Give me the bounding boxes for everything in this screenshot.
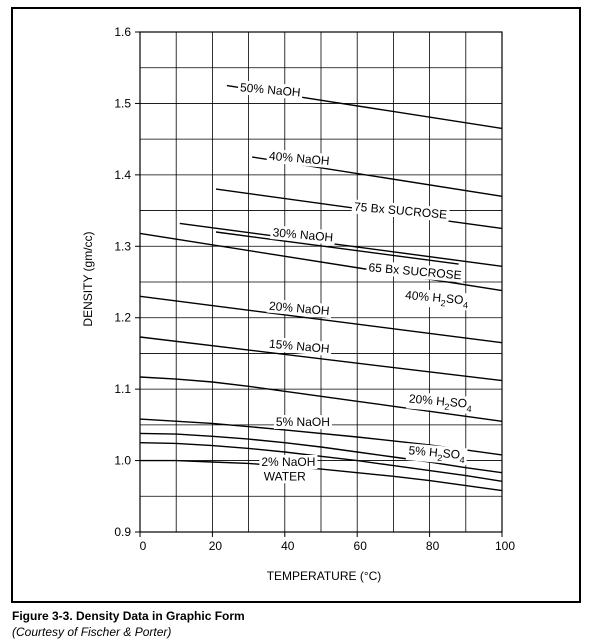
curve-label-backing bbox=[405, 443, 468, 466]
y-tick-label: 1.5 bbox=[114, 96, 131, 110]
curve-label-backing bbox=[402, 287, 471, 311]
curve-label-20-naoh: 20% NaOH bbox=[266, 298, 333, 319]
curve-label-text: 20% NaOH bbox=[268, 299, 330, 318]
curve-label-text: 65 Bx SUCROSE bbox=[368, 260, 462, 282]
curve-label-backing bbox=[273, 415, 332, 429]
curve-label-5-h2so4: 5% H2SO4 bbox=[405, 443, 468, 466]
curve-label-40-naoh: 40% NaOH bbox=[266, 148, 333, 169]
series-line-30-naoh bbox=[179, 222, 503, 267]
figure-caption-title: Figure 3-3. Density Data in Graphic Form bbox=[12, 609, 245, 623]
curve-label-50-naoh: 50% NaOH bbox=[237, 80, 304, 100]
curve-label-text: 15% NaOH bbox=[268, 337, 330, 356]
curve-label-40-h2so4: 40% H2SO4 bbox=[402, 287, 471, 311]
x-tick-label: 0 bbox=[140, 539, 147, 553]
x-tick-label: 80 bbox=[426, 539, 440, 553]
figure-frame bbox=[11, 7, 581, 603]
curve-label-backing bbox=[406, 391, 475, 415]
curve-label-backing bbox=[266, 298, 333, 319]
curve-label-text: WATER bbox=[264, 469, 306, 483]
curve-label-text: 40% NaOH bbox=[268, 149, 330, 168]
x-tick-label: 60 bbox=[354, 539, 368, 553]
curve-label-backing bbox=[270, 225, 336, 245]
series-line-5-h2so4 bbox=[139, 432, 503, 474]
series-line-20-naoh bbox=[139, 295, 503, 344]
curve-label-5-naoh: 5% NaOH bbox=[273, 415, 332, 429]
curve-label-2-naoh: 2% NaOH bbox=[259, 455, 318, 469]
curve-label-text: 30% NaOH bbox=[272, 225, 334, 244]
curve-label-20-h2so4: 20% H2SO4 bbox=[406, 391, 475, 415]
curve-label-backing bbox=[365, 260, 465, 283]
curve-label-backing bbox=[261, 469, 309, 484]
curve-label-text: 50% NaOH bbox=[239, 80, 301, 99]
curve-label-15-naoh: 15% NaOH bbox=[266, 336, 333, 357]
series-line-40-h2so4 bbox=[139, 232, 503, 292]
curve-label-backing bbox=[259, 455, 318, 469]
plot-area-border bbox=[139, 31, 503, 533]
y-tick-label: 1.6 bbox=[114, 25, 131, 39]
y-tick-label: 1.3 bbox=[114, 239, 131, 253]
y-axis-label: DENSITY (gm/cc) bbox=[81, 231, 95, 326]
figure-caption-credit: (Courtesy of Fischer & Porter) bbox=[12, 625, 172, 639]
curve-label-backing bbox=[266, 336, 333, 357]
y-tick-label: 1.4 bbox=[114, 168, 131, 182]
curve-label-backing bbox=[351, 199, 450, 222]
curve-label-30-naoh: 30% NaOH bbox=[270, 225, 336, 245]
x-axis-label: TEMPERATURE (°C) bbox=[267, 569, 382, 583]
series-line-2-naoh bbox=[139, 442, 503, 482]
series-line-water bbox=[140, 459, 503, 492]
curve-label-backing bbox=[266, 148, 333, 169]
series-line-15-naoh bbox=[139, 336, 503, 382]
y-tick-label: 1.0 bbox=[114, 454, 131, 468]
curve-label-text: 75 Bx SUCROSE bbox=[353, 200, 447, 222]
y-tick-label: 1.1 bbox=[114, 382, 131, 396]
x-tick-label: 20 bbox=[209, 539, 223, 553]
x-tick-label: 100 bbox=[495, 539, 515, 553]
x-tick-label: 40 bbox=[281, 539, 295, 553]
y-tick-label: 0.9 bbox=[114, 525, 131, 539]
density-chart: 0 20 40 60 80 100 0.9 1.0 1.1 1.2 1.3 1.4 1.5 1.6 TEMP… bbox=[81, 25, 515, 583]
curve-label-water: WATER bbox=[261, 469, 309, 484]
series-line-65-bx-sucrose bbox=[215, 231, 459, 265]
series-line-20-h2so4 bbox=[139, 376, 503, 422]
curve-label-text: 5% NaOH bbox=[276, 415, 330, 429]
curve-label-backing bbox=[237, 80, 304, 100]
curve-label-text: 2% NaOH bbox=[261, 455, 315, 469]
y-tick-label: 1.2 bbox=[114, 311, 131, 325]
curve-label-75-bx-sucrose: 75 Bx SUCROSE bbox=[351, 199, 450, 222]
